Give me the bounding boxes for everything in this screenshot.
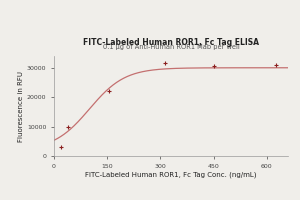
Text: 0.1 μg of Anti-Human ROR1 Mab per well: 0.1 μg of Anti-Human ROR1 Mab per well: [103, 45, 239, 50]
Title: FITC-Labeled Human ROR1, Fc Tag ELISA: FITC-Labeled Human ROR1, Fc Tag ELISA: [83, 38, 259, 47]
Y-axis label: Fluorescence in RFU: Fluorescence in RFU: [18, 71, 24, 142]
X-axis label: FITC-Labeled Human ROR1, Fc Tag Conc. (ng/mL): FITC-Labeled Human ROR1, Fc Tag Conc. (n…: [85, 171, 257, 178]
